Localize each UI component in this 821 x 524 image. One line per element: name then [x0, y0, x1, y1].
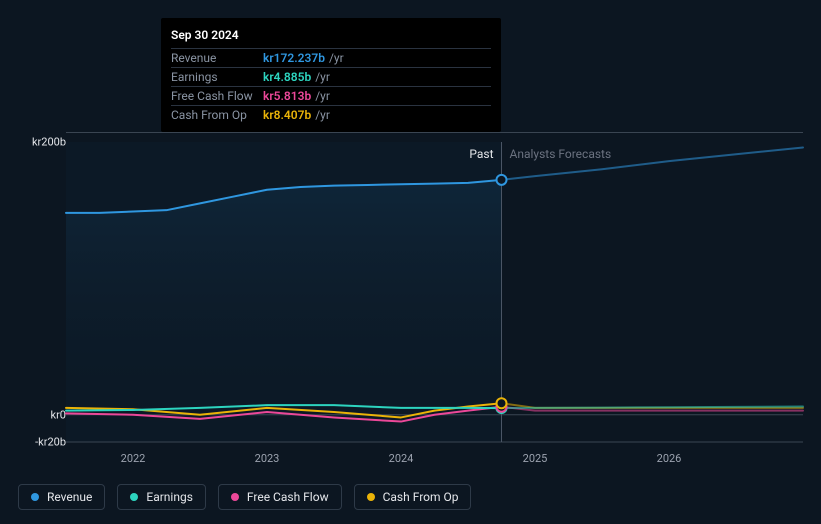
tooltip-value: kr5.813b	[263, 89, 311, 103]
y-axis-label: -kr20b	[35, 436, 66, 449]
y-axis-label: kr200b	[32, 136, 66, 149]
tooltip-unit: /yr	[315, 108, 330, 122]
legend-item-earnings[interactable]: Earnings	[117, 484, 206, 510]
legend-dot-icon	[231, 493, 239, 501]
past-label: Past	[469, 147, 493, 161]
y-axis: kr200b kr0 -kr20b	[18, 0, 66, 524]
tooltip-unit: /yr	[315, 70, 330, 84]
tooltip-label: Earnings	[171, 70, 263, 84]
gridline-top	[66, 132, 803, 133]
x-axis-label: 2024	[389, 452, 414, 465]
x-axis-label: 2022	[121, 452, 146, 465]
revenue-area	[66, 180, 502, 415]
tooltip-label: Revenue	[171, 51, 263, 65]
forecast-label: Analysts Forecasts	[510, 147, 612, 161]
tooltip-label: Cash From Op	[171, 108, 263, 122]
legend-label: Earnings	[146, 490, 193, 504]
legend-label: Revenue	[47, 490, 92, 504]
chart-container: Sep 30 2024 Revenuekr172.237b/yrEarnings…	[18, 0, 803, 524]
tooltip-row: Revenuekr172.237b/yr	[171, 49, 491, 68]
x-axis-label: 2026	[657, 452, 682, 465]
chart-svg: Past Analysts Forecasts	[66, 142, 803, 442]
tooltip-row: Free Cash Flowkr5.813b/yr	[171, 87, 491, 106]
tooltip-unit: /yr	[329, 51, 344, 65]
revenue-marker	[497, 175, 507, 185]
cfo-marker	[497, 398, 507, 408]
tooltip-value: kr8.407b	[263, 108, 311, 122]
legend-dot-icon	[31, 493, 39, 501]
tooltip-row: Cash From Opkr8.407b/yr	[171, 106, 491, 124]
legend: Revenue Earnings Free Cash Flow Cash From O…	[18, 484, 471, 510]
legend-item-revenue[interactable]: Revenue	[18, 484, 105, 510]
tooltip-row: Earningskr4.885b/yr	[171, 68, 491, 87]
x-axis-label: 2023	[255, 452, 280, 465]
tooltip-value: kr172.237b	[263, 51, 325, 65]
y-axis-label: kr0	[51, 408, 67, 421]
x-axis-label: 2025	[523, 452, 548, 465]
tooltip-date: Sep 30 2024	[171, 24, 491, 49]
legend-dot-icon	[130, 493, 138, 501]
tooltip-value: kr4.885b	[263, 70, 311, 84]
legend-item-fcf[interactable]: Free Cash Flow	[218, 484, 342, 510]
tooltip-unit: /yr	[315, 89, 330, 103]
tooltip-label: Free Cash Flow	[171, 89, 263, 103]
legend-dot-icon	[367, 493, 375, 501]
legend-label: Cash From Op	[383, 490, 459, 504]
legend-item-cfo[interactable]: Cash From Op	[354, 484, 472, 510]
x-axis: 2022 2023 2024 2025 2026	[66, 452, 803, 472]
tooltip: Sep 30 2024 Revenuekr172.237b/yrEarnings…	[161, 18, 501, 132]
legend-label: Free Cash Flow	[247, 490, 329, 504]
plot-area[interactable]: Past Analysts Forecasts	[66, 142, 803, 442]
